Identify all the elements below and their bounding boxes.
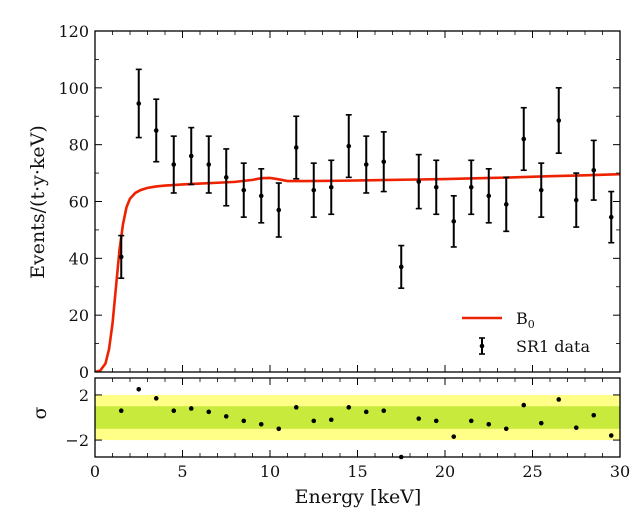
x-tick-label: 0 [90, 462, 100, 481]
data-point [486, 193, 492, 199]
data-point [293, 145, 299, 150]
sigma-point [206, 409, 212, 415]
sigma-point [276, 426, 282, 432]
data-point [153, 128, 159, 133]
sigma-point [293, 405, 299, 410]
sigma-tick-label: 2 [79, 386, 89, 405]
sigma-point [136, 386, 142, 392]
x-tick-label: 25 [522, 462, 542, 481]
sigma-tick-label: −2 [65, 431, 89, 450]
y-tick-label: 60 [69, 193, 89, 212]
data-point [363, 162, 369, 167]
data-point [136, 101, 142, 106]
data-point [206, 162, 212, 167]
y-tick-label: 120 [58, 22, 89, 41]
legend: B0 SR1 data [462, 309, 590, 356]
y-tick-label: 20 [69, 306, 89, 325]
data-point [433, 184, 439, 190]
sigma-axis-label: σ [29, 406, 51, 419]
sigma-point [556, 397, 562, 402]
sigma-point [433, 418, 439, 424]
data-point [573, 197, 579, 203]
data-point [416, 179, 422, 184]
legend-label-data: SR1 data [516, 337, 590, 356]
sigma-point [258, 421, 264, 427]
x-tick-label: 10 [260, 462, 280, 481]
sigma-point [521, 402, 527, 408]
x-tick-label: 30 [610, 462, 630, 481]
sigma-point [241, 418, 247, 424]
sigma-point [608, 433, 614, 438]
data-point [328, 184, 334, 190]
sigma-point [188, 406, 194, 411]
sigma-point [223, 414, 229, 419]
sigma-point [171, 408, 177, 414]
data-point [398, 264, 404, 270]
y-tick-label: 40 [69, 249, 89, 268]
sigma-point [468, 418, 474, 424]
data-point [118, 254, 124, 260]
sigma-point [503, 426, 509, 432]
data-point [503, 202, 509, 207]
data-point [171, 162, 177, 167]
data-point [556, 118, 562, 123]
main-panel: 0 20 40 60 80 100 120 [58, 22, 621, 382]
legend-label-b0: B0 [516, 309, 535, 331]
x-tick-label: 20 [435, 462, 455, 481]
sigma-point [311, 418, 317, 424]
data-point [223, 175, 229, 180]
sigma-point [416, 416, 422, 421]
sigma-point [573, 425, 579, 430]
model-line-b0 [95, 172, 620, 372]
sigma-point [363, 409, 369, 415]
y-axis-label: Events/(t·y·keV) [27, 125, 49, 279]
ratio-panel: 0 5 10 15 20 25 30 −2 2 [65, 377, 630, 481]
legend-swatch-point [479, 343, 485, 349]
data-point [258, 193, 264, 199]
data-point [346, 143, 352, 149]
sigma-point [153, 396, 159, 401]
sigma-point [346, 405, 352, 410]
data-point [451, 219, 457, 224]
data-point [188, 153, 194, 159]
x-tick-label: 15 [347, 462, 367, 481]
sigma-point [486, 421, 492, 427]
sigma-point [591, 412, 597, 418]
sigma-point [328, 417, 334, 423]
data-point [521, 136, 527, 142]
data-point [276, 207, 282, 213]
y-tick-label: 0 [79, 363, 89, 382]
data-point [468, 184, 474, 190]
x-axis-label: Energy [keV] [295, 486, 422, 508]
y-tick-label: 100 [58, 79, 89, 98]
sigma-point [451, 434, 457, 439]
data-point [381, 159, 387, 165]
sigma-point [381, 408, 387, 414]
y-tick-label: 80 [69, 136, 89, 155]
x-tick-label: 5 [177, 462, 187, 481]
data-point [241, 187, 247, 193]
data-point [311, 187, 317, 193]
data-point [591, 167, 597, 173]
data-point [538, 187, 544, 193]
sigma-point [118, 408, 124, 414]
sigma-point [538, 420, 544, 426]
data-point [608, 214, 614, 220]
